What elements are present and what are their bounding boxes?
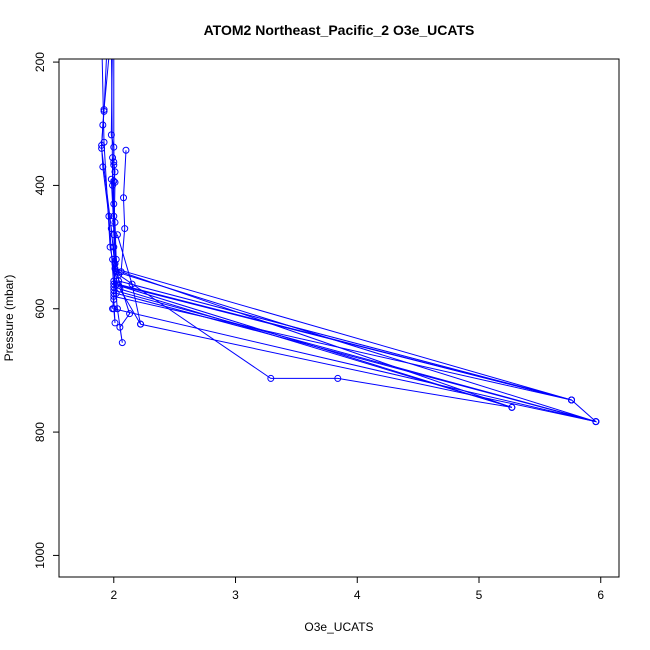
x-tick-label: 5 — [476, 588, 483, 602]
y-axis: 200 400 600 800 1000 — [33, 52, 59, 569]
x-tick-label: 2 — [110, 588, 117, 602]
data-point — [128, 280, 136, 288]
y-tick-label: 800 — [33, 422, 47, 442]
data-point — [115, 281, 123, 289]
data-point — [99, 28, 105, 34]
x-axis: 2 3 4 5 6 — [110, 577, 604, 602]
y-axis-label: Pressure (mbar) — [2, 275, 16, 362]
data-point — [120, 194, 128, 202]
y-tick-label: 200 — [33, 52, 47, 72]
data-point — [110, 243, 118, 251]
data-point — [121, 225, 129, 233]
series-5 — [108, 28, 134, 347]
series-line — [113, 59, 597, 423]
y-tick-label: 600 — [33, 298, 47, 318]
data-point — [110, 177, 118, 185]
data-point — [105, 28, 111, 34]
x-tick-label: 3 — [232, 588, 239, 602]
data-point — [118, 339, 126, 347]
data-point — [137, 320, 145, 328]
series-4 — [110, 28, 600, 426]
series-line — [101, 59, 572, 401]
data-point — [113, 305, 121, 313]
data-point — [109, 255, 117, 263]
series-1 — [98, 28, 600, 426]
data-point — [110, 161, 118, 169]
data-point — [116, 323, 124, 331]
data-point — [100, 138, 108, 146]
data-point — [122, 146, 130, 154]
data-point — [109, 181, 117, 189]
data-point — [267, 374, 275, 382]
chart-title: ATOM2 Northeast_Pacific_2 O3e_UCATS — [204, 22, 475, 38]
x-tick-label: 4 — [354, 588, 361, 602]
data-point — [117, 268, 125, 276]
data-point — [108, 28, 114, 34]
series-line — [116, 150, 513, 408]
series-line — [101, 59, 597, 423]
series-line — [110, 59, 513, 408]
x-tick-label: 6 — [597, 588, 604, 602]
data-point — [568, 396, 576, 404]
data-point — [99, 121, 107, 129]
data-point — [113, 280, 121, 288]
y-tick-label: 1000 — [33, 542, 47, 569]
x-axis-label: O3e_UCATS — [304, 620, 373, 634]
data-point — [126, 310, 134, 318]
y-tick-label: 400 — [33, 175, 47, 195]
series-7 — [99, 28, 576, 404]
series-line — [101, 59, 572, 401]
series-line — [111, 59, 131, 343]
data-point — [334, 374, 342, 382]
data-point — [112, 268, 120, 276]
data-point — [110, 28, 116, 34]
series-layer — [98, 28, 600, 426]
data-point — [109, 305, 117, 313]
data-point — [111, 319, 119, 327]
data-point — [107, 131, 115, 139]
data-point — [108, 28, 114, 34]
data-point — [111, 28, 117, 34]
data-point — [113, 231, 121, 239]
data-point — [592, 418, 600, 426]
series-line — [118, 284, 598, 423]
data-point — [110, 212, 118, 220]
data-point — [106, 243, 114, 251]
data-point — [110, 292, 118, 300]
data-point — [100, 106, 108, 114]
data-point — [508, 403, 516, 411]
series-3 — [107, 28, 516, 411]
series-8 — [115, 281, 600, 426]
plot-frame — [58, 58, 620, 578]
